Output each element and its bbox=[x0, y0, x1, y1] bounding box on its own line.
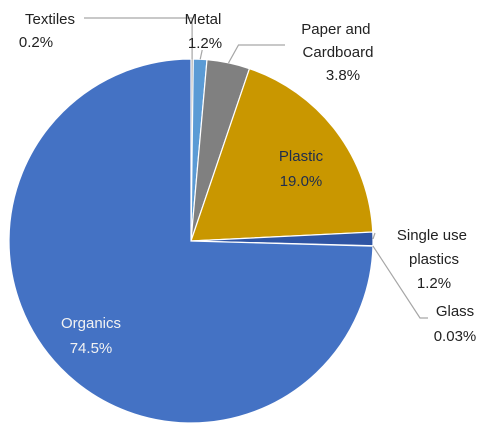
label-single-use-name-line1: Single use bbox=[397, 227, 467, 244]
leader-lines bbox=[84, 17, 428, 319]
leader-paper bbox=[227, 44, 285, 64]
leader-single-use bbox=[372, 232, 376, 240]
label-glass-name: Glass bbox=[436, 303, 474, 320]
label-single-use-value: 1.2% bbox=[417, 275, 451, 292]
label-plastic-value: 19.0% bbox=[280, 173, 323, 190]
label-organics-value: 74.5% bbox=[70, 340, 113, 357]
label-paper-value: 3.8% bbox=[326, 67, 360, 84]
leader-textiles bbox=[84, 17, 193, 59]
label-plastic-name: Plastic bbox=[279, 148, 324, 165]
label-paper-name-line1: Paper and bbox=[301, 21, 370, 38]
label-organics-name: Organics bbox=[61, 315, 121, 332]
pie-slices bbox=[8, 58, 374, 424]
label-paper-name: Paper and Cardboard bbox=[301, 21, 374, 61]
label-textiles-value: 0.2% bbox=[19, 34, 53, 51]
label-glass-value: 0.03% bbox=[434, 328, 477, 345]
slice-organics bbox=[8, 58, 374, 424]
label-textiles-name: Textiles bbox=[25, 11, 75, 28]
label-paper-name-line2: Cardboard bbox=[303, 44, 374, 61]
label-single-use-name: Single use plastics bbox=[397, 227, 471, 268]
slice-plastic bbox=[190, 67, 374, 242]
label-metal-name: Metal bbox=[185, 11, 222, 28]
leader-metal bbox=[199, 49, 203, 60]
label-single-use-name-line2: plastics bbox=[409, 251, 459, 268]
leader-glass bbox=[372, 245, 428, 319]
label-metal-value: 1.2% bbox=[188, 35, 222, 52]
